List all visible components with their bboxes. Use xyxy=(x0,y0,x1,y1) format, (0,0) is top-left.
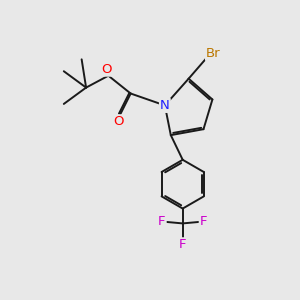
Text: F: F xyxy=(200,215,207,228)
Text: Br: Br xyxy=(206,47,220,60)
Text: N: N xyxy=(160,99,170,112)
Text: F: F xyxy=(158,215,166,228)
Text: O: O xyxy=(113,115,124,128)
Text: O: O xyxy=(102,63,112,76)
Text: F: F xyxy=(179,238,186,251)
